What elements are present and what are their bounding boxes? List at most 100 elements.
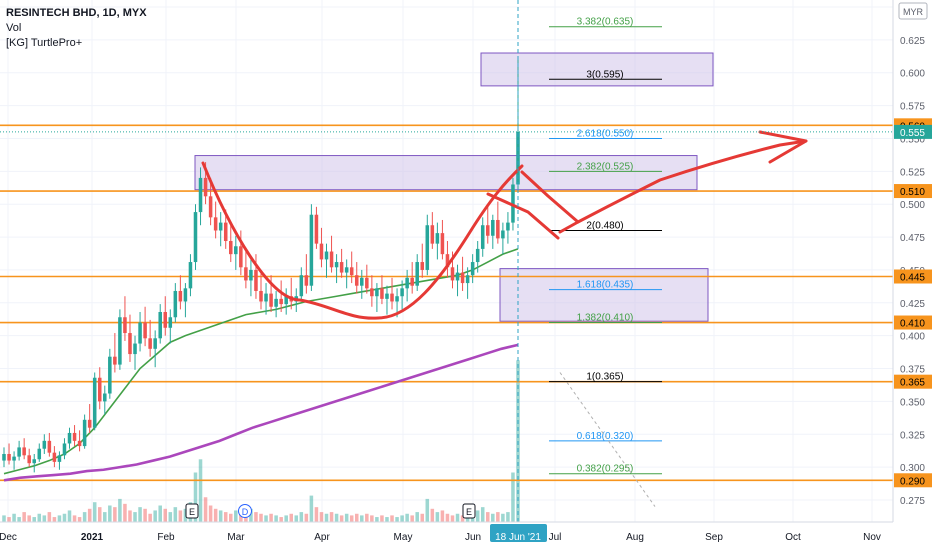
- volume-bar: [435, 512, 440, 522]
- level-tag-label: 0.510: [900, 187, 925, 198]
- volume-bar: [390, 515, 394, 522]
- candle-body: [380, 288, 384, 299]
- volume-bar: [17, 517, 21, 522]
- volume-bar: [42, 515, 47, 522]
- candle-body: [375, 288, 379, 297]
- candle-body: [264, 293, 268, 302]
- time-tick-label: Mar: [227, 532, 245, 543]
- upper-target-zone: [480, 52, 714, 87]
- candle-body: [475, 248, 480, 263]
- time-tick-label: Jun: [465, 532, 481, 543]
- volume-bar: [62, 513, 67, 522]
- arrow-head: [758, 130, 808, 164]
- earnings-marker-label: E: [189, 507, 195, 517]
- candle-body: [67, 432, 72, 444]
- fib-label: 3.382(0.635): [577, 17, 634, 28]
- volume-bar: [385, 517, 389, 522]
- volume-bar: [133, 512, 137, 522]
- candle-body: [22, 447, 26, 456]
- volume-bar: [370, 515, 374, 522]
- projection-arrow: [576, 139, 808, 224]
- candle-body: [32, 459, 36, 464]
- candle-body: [103, 393, 107, 402]
- volume-bar: [339, 515, 344, 522]
- time-tick-label: Dec: [0, 532, 17, 543]
- volume-bar: [153, 510, 157, 522]
- volume-bar: [203, 497, 208, 522]
- symbol-title[interactable]: RESINTECH BHD, 1D, MYX: [6, 7, 147, 19]
- volume-bar: [274, 515, 278, 522]
- volume-bar: [138, 507, 142, 522]
- indicator-legend[interactable]: [KG] TurtlePro+: [6, 37, 83, 49]
- price-tick-label: 0.600: [900, 69, 925, 80]
- volume-bar: [163, 508, 168, 522]
- price-tick-label: 0.400: [900, 332, 925, 343]
- candle-body: [329, 251, 334, 268]
- candle-body: [208, 196, 213, 218]
- candle-body: [218, 222, 223, 231]
- candle-body: [143, 322, 147, 339]
- price-tick-label: 0.500: [900, 200, 925, 211]
- candle-body: [183, 288, 188, 302]
- price-tick-label: 0.550: [900, 134, 925, 145]
- time-tick-label: Apr: [314, 532, 330, 543]
- time-axis-bg: [0, 522, 932, 550]
- volume-bar: [395, 517, 399, 522]
- volume-bar: [178, 510, 183, 522]
- volume-bar: [496, 512, 500, 522]
- candle-body: [123, 317, 127, 334]
- current-price-tag: [894, 124, 932, 139]
- candle-body: [7, 453, 11, 461]
- candle-body: [198, 177, 203, 213]
- level-tag: [894, 473, 932, 488]
- candle-body: [153, 338, 157, 349]
- time-tick-label: Jul: [549, 532, 562, 543]
- volume-bar: [57, 515, 62, 522]
- volume-bar: [329, 512, 334, 522]
- candle-body: [395, 296, 399, 302]
- volume-bar: [299, 512, 304, 522]
- candle-body: [138, 322, 142, 344]
- chart-legend: RESINTECH BHD, 1D, MYX Vol [KG] TurtlePr…: [6, 6, 147, 51]
- price-tick-label: 0.350: [900, 397, 925, 408]
- candle-body: [188, 262, 193, 289]
- handle-lower: [486, 192, 560, 240]
- candle-body: [284, 296, 288, 305]
- time-tick-label: Nov: [863, 532, 881, 543]
- candle-body: [274, 298, 278, 307]
- volume-bar: [47, 512, 52, 522]
- candle-body: [12, 456, 16, 461]
- candle-body: [239, 246, 243, 268]
- candle-body: [203, 177, 208, 197]
- volume-legend[interactable]: Vol: [6, 22, 22, 34]
- volume-bar: [254, 512, 258, 522]
- crosshair-date-label: 18 Jun '21: [495, 532, 541, 543]
- price-axis[interactable]: 0.2750.3000.3250.3500.3750.4000.4250.450…: [892, 0, 932, 550]
- dividend-marker-label: D: [242, 507, 249, 517]
- volume-bar: [52, 517, 57, 522]
- fib-label: 1.618(0.435): [577, 280, 634, 291]
- candle-body: [128, 333, 132, 355]
- volume-bar: [511, 472, 515, 522]
- candle-body: [244, 267, 248, 281]
- volume-bar: [506, 512, 510, 522]
- candle-body: [410, 277, 414, 286]
- candle-body: [82, 419, 87, 447]
- volume-bar: [294, 515, 299, 522]
- resistance-zone: [194, 155, 698, 191]
- candle-body: [229, 241, 233, 255]
- time-axis[interactable]: Dec 2021 Feb Mar Apr May Jun Jul Aug Sep Oct Nov 18 …: [0, 521, 932, 550]
- volume-bar: [223, 512, 228, 522]
- volume-bar: [82, 512, 87, 522]
- candle-body: [279, 298, 283, 305]
- volume-bar: [103, 512, 107, 522]
- candle-body: [400, 288, 404, 297]
- time-tick-label: Feb: [157, 532, 175, 543]
- fib-label: 2(0.480): [586, 220, 623, 231]
- price-tick-label: 0.275: [900, 496, 925, 507]
- support-zone: [499, 268, 709, 322]
- level-tag-label: 0.410: [900, 319, 925, 330]
